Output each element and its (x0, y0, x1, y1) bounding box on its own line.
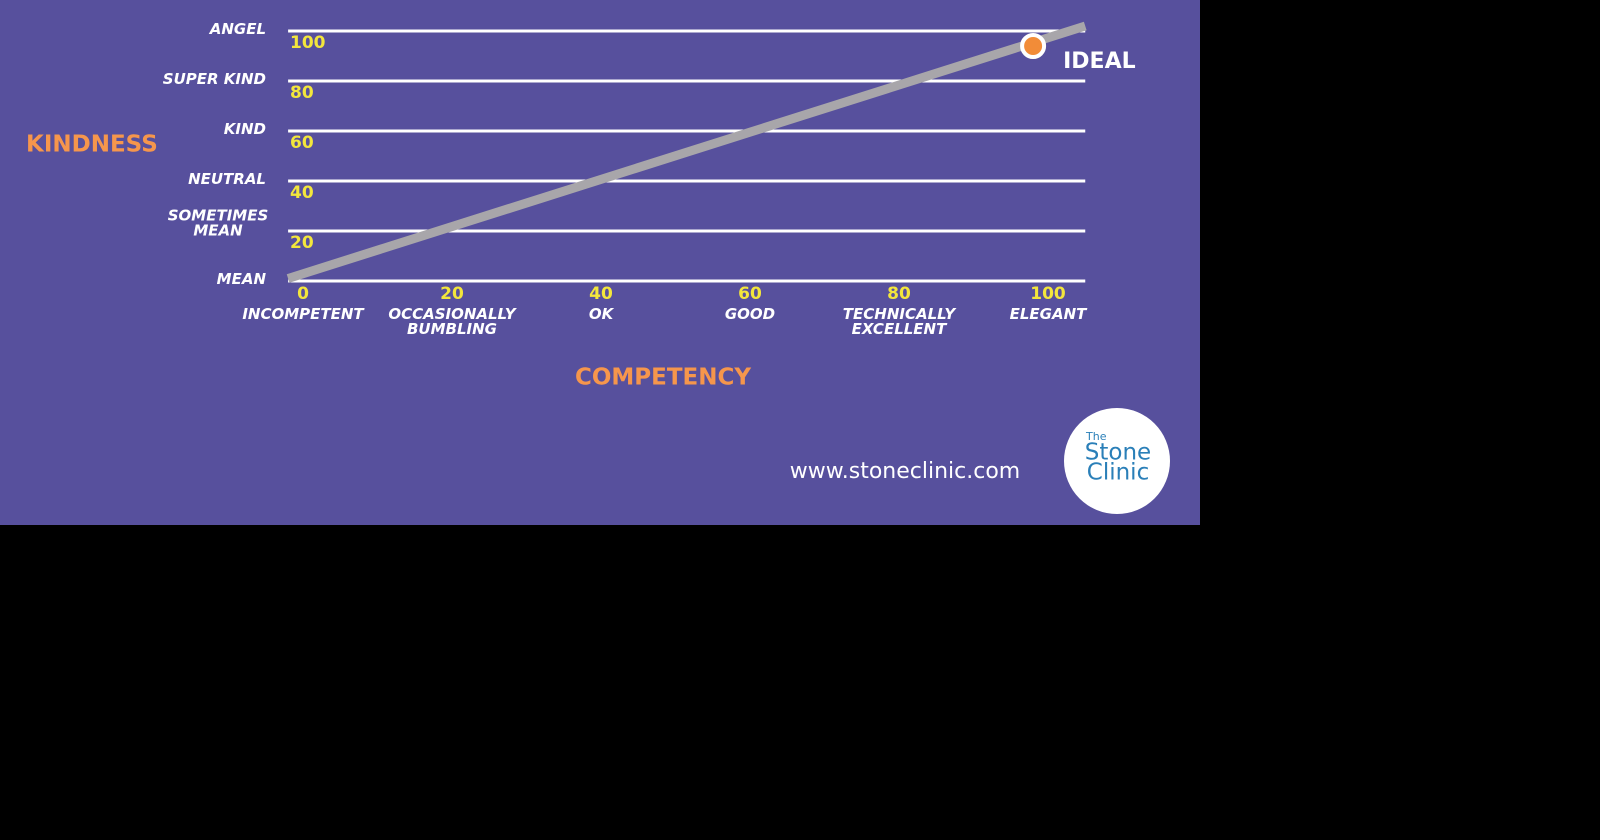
x-tick-label: 0 (297, 284, 309, 304)
y-level-line: KIND (224, 120, 266, 138)
x-tick-label: 40 (589, 284, 613, 304)
y-level-line: SUPER KIND (163, 70, 266, 88)
x-tick-label: 100 (1030, 284, 1066, 304)
y-tick-label: 60 (290, 133, 314, 153)
y-tick-label: 100 (290, 33, 326, 53)
y-tick-label: 40 (290, 183, 314, 203)
logo-text: Clinic (1087, 460, 1149, 486)
x-level-label: TECHNICALLY EXCELLENT (843, 305, 958, 338)
x-tick-label: 60 (738, 284, 762, 304)
logo-text: Stone (1085, 440, 1151, 466)
y-level-label: SOMETIMES MEAN (168, 206, 269, 239)
x-level-label: OCCASIONALLY BUMBLING (388, 305, 517, 338)
y-level-line: SOMETIMES (168, 206, 269, 224)
x-level-line: INCOMPETENT (242, 305, 365, 323)
x-level-label: OK (589, 305, 615, 323)
x-level-label: INCOMPETENT (242, 305, 365, 323)
y-tick-label: 20 (290, 233, 314, 253)
x-level-label: GOOD (725, 305, 775, 323)
y-level-line: MEAN (193, 221, 243, 239)
x-level-line: EXCELLENT (852, 320, 948, 338)
y-tick-label: 80 (290, 83, 314, 103)
x-level-line: GOOD (725, 305, 775, 323)
x-level-line: BUMBLING (407, 320, 497, 338)
x-tick-label: 20 (440, 284, 464, 304)
point-label: IDEAL (1063, 49, 1136, 74)
x-level-line: ELEGANT (1010, 305, 1089, 323)
x-level-line: TECHNICALLY (843, 305, 958, 323)
logo (1064, 408, 1170, 514)
x-tick-label: 80 (887, 284, 911, 304)
y-level-line: NEUTRAL (188, 170, 266, 188)
ideal-point (1020, 33, 1047, 59)
y-level-line: ANGEL (209, 20, 266, 38)
logo-text: The (1085, 430, 1107, 443)
website: www.stoneclinic.com (790, 459, 1020, 484)
y-level-label: ANGEL (209, 20, 266, 38)
y-axis-title: KINDNESS (26, 132, 158, 158)
x-level-line: OCCASIONALLY (388, 305, 517, 323)
y-level-line: MEAN (217, 270, 267, 288)
y-level-label: SUPER KIND (163, 70, 266, 88)
x-level-line: OK (589, 305, 615, 323)
trend-line (286, 21, 1087, 283)
panel (0, 0, 1200, 525)
y-level-label: MEAN (217, 270, 267, 288)
x-level-label: ELEGANT (1010, 305, 1089, 323)
y-level-label: NEUTRAL (188, 170, 266, 188)
x-axis-title: COMPETENCY (575, 365, 751, 391)
y-level-label: KIND (224, 120, 266, 138)
